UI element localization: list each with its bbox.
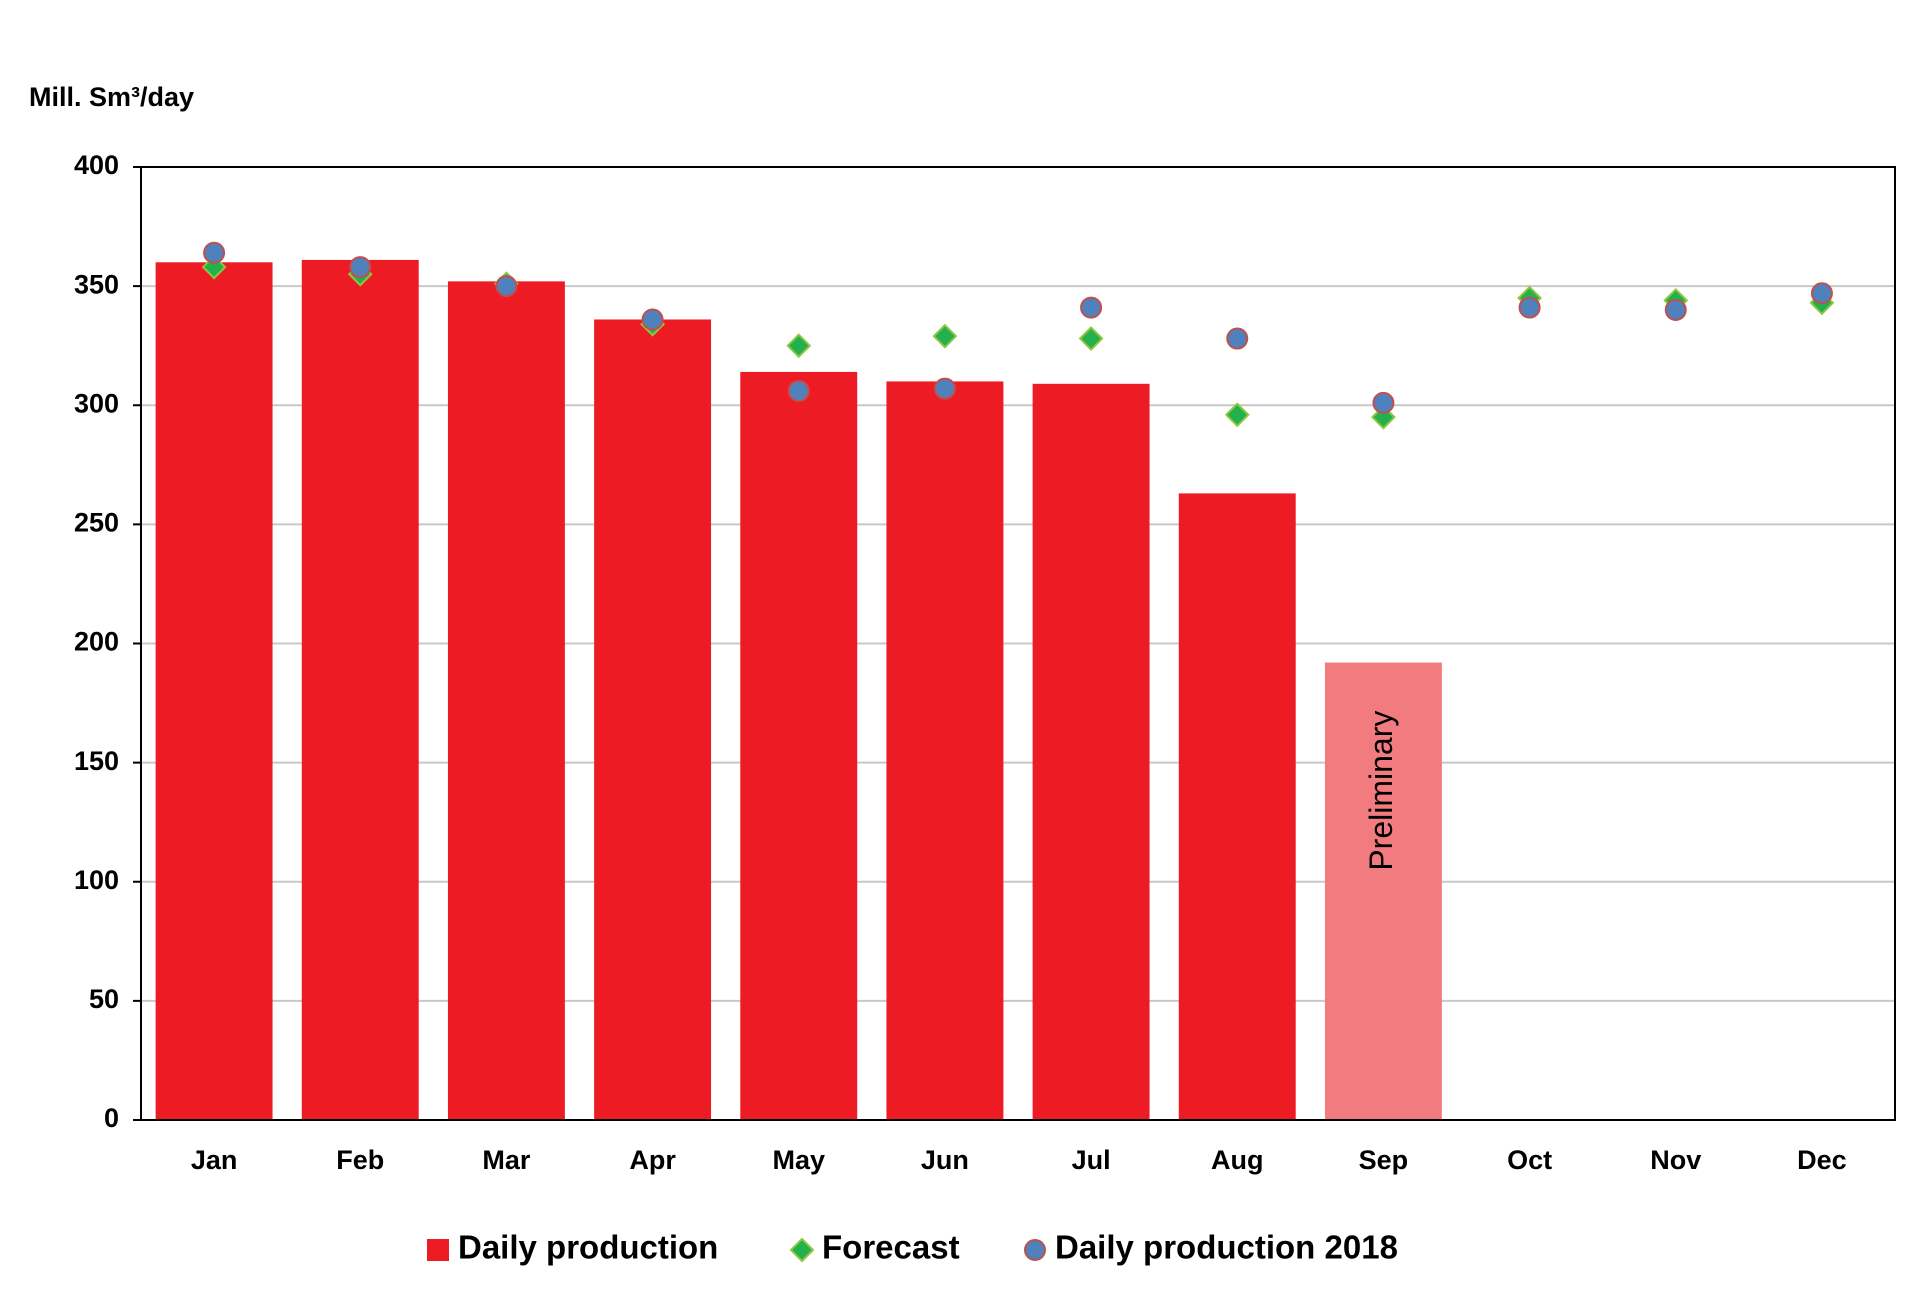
y-tick-label: 200 [74,627,119,657]
forecast-marker [1224,402,1250,428]
point [1664,298,1687,321]
bar [740,371,858,1120]
bar [1324,662,1442,1120]
y-tick-label: 150 [74,746,119,776]
y-axis-label: Mill. Sm³/day [29,82,194,112]
point [203,241,226,264]
point [933,377,956,400]
point [495,275,518,298]
forecast-marker [1078,326,1104,351]
x-tick-label: Jun [921,1145,969,1175]
x-tick-label: Mar [482,1145,531,1175]
legend-swatch [1024,1239,1046,1261]
bar [886,381,1004,1120]
point [1080,296,1103,319]
x-tick-label: Jul [1072,1145,1111,1175]
x-tick-label: Apr [629,1145,676,1175]
legend-swatch [789,1237,815,1263]
x-tick-label: Dec [1797,1145,1847,1175]
forecast-marker [932,323,958,349]
x-tick-label: Oct [1507,1145,1552,1175]
x-tick-label: Aug [1211,1145,1263,1175]
point [1226,327,1249,350]
y-tick-label: 300 [74,388,119,418]
legend-label: Daily production 2018 [1055,1229,1398,1266]
x-tick-label: Jan [191,1145,238,1175]
x-tick-label: May [772,1145,825,1175]
bar [594,319,712,1121]
point [787,379,810,402]
bar [1178,493,1296,1121]
point [641,308,664,331]
legend-label: Forecast [822,1229,960,1266]
x-tick-label: Sep [1359,1145,1409,1175]
y-tick-label: 400 [74,150,119,180]
legend-swatch [427,1239,449,1261]
x-tick-label: Feb [336,1145,384,1175]
point [1372,391,1395,414]
annotation: Preliminary [1363,711,1399,871]
forecast-marker [786,333,812,359]
legend-label: Daily production [458,1229,718,1266]
point [1810,282,1833,305]
bar [1032,383,1150,1120]
point [349,256,372,279]
point [1518,296,1541,319]
y-tick-label: 350 [74,269,119,299]
y-tick-label: 250 [74,508,119,538]
plot-frame [140,166,1896,1121]
bar [155,262,273,1120]
bar [301,259,419,1121]
y-tick-label: 0 [104,1103,119,1133]
x-tick-label: Nov [1650,1145,1701,1175]
bar [447,281,565,1120]
y-tick-label: 100 [74,865,119,895]
y-tick-label: 50 [89,984,119,1014]
